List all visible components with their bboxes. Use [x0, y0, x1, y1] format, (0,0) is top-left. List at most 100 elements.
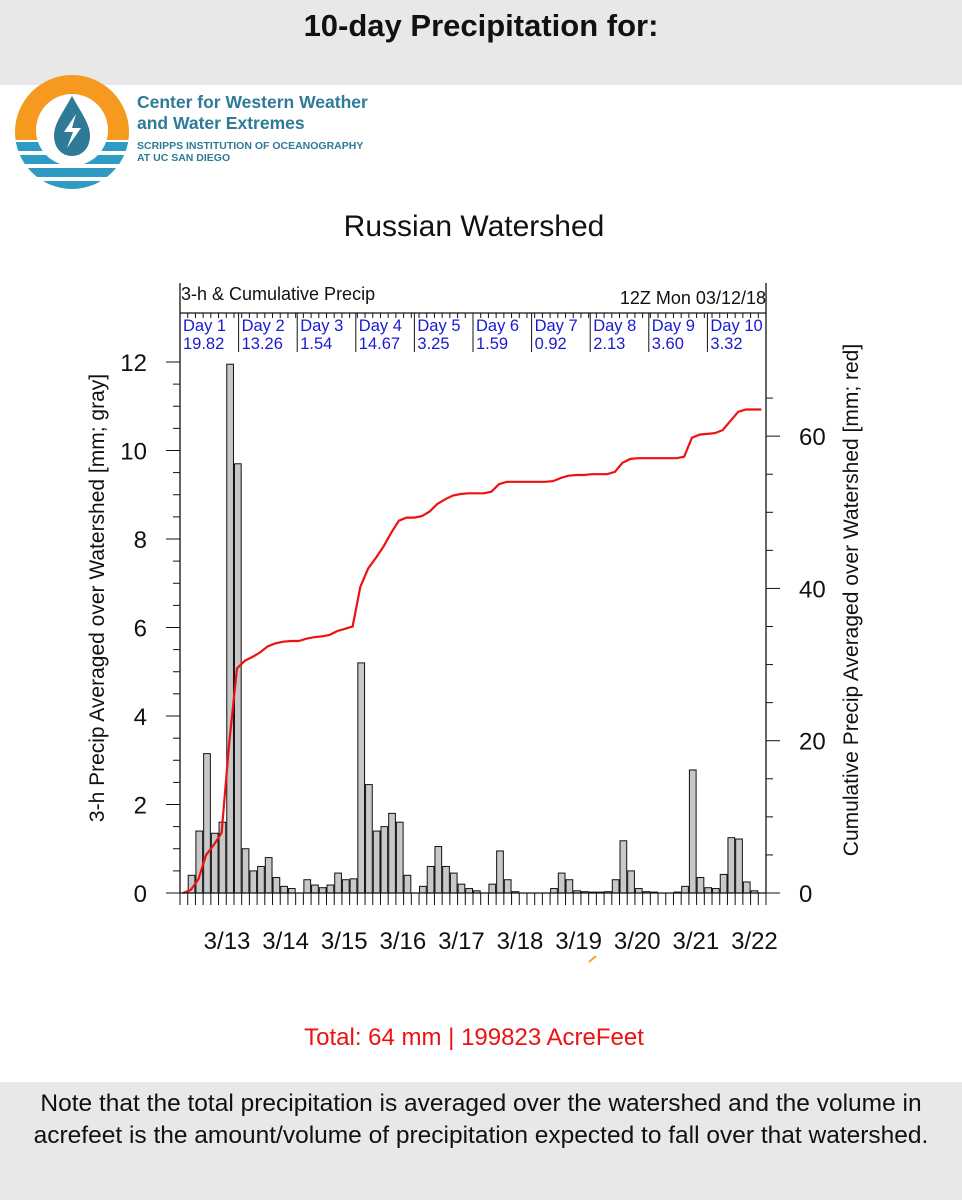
bar-22 — [349, 878, 358, 894]
bar-48 — [550, 888, 558, 894]
bar-70 — [719, 873, 728, 894]
bar-31 — [419, 885, 427, 894]
day-label: Day 5 — [417, 317, 460, 335]
bar-66 — [688, 769, 697, 894]
y2-tick-label: 40 — [799, 576, 826, 603]
bar-72 — [735, 838, 743, 894]
bar-12 — [272, 877, 281, 894]
bar-59 — [634, 888, 643, 894]
bar-26 — [380, 826, 389, 894]
x-tick-label: 3/21 — [672, 928, 719, 955]
bar-68 — [704, 887, 713, 894]
day-value: 19.82 — [183, 335, 224, 353]
logo-affiliation-line1: SCRIPPS INSTITUTION OF OCEANOGRAPHY — [137, 140, 364, 152]
bar-69 — [712, 888, 720, 894]
x-tick-label: 3/19 — [555, 928, 602, 955]
bar-13 — [280, 885, 288, 894]
bar-21 — [341, 879, 350, 894]
bar-57 — [619, 840, 628, 894]
bar-41 — [496, 850, 504, 894]
y-tick-label: 4 — [134, 704, 147, 731]
bar-33 — [434, 846, 443, 894]
x-tick-label: 3/15 — [321, 928, 368, 955]
x-tick-label: 3/17 — [438, 928, 485, 955]
bar-67 — [696, 877, 705, 894]
page-title: 10-day Precipitation for: — [303, 8, 659, 43]
y-tick-labels: 0 2 4 6 8 10 12 0 20 40 60 — [120, 350, 825, 908]
day-label: Day 6 — [476, 317, 519, 335]
day-label: Day 4 — [359, 317, 402, 335]
bar-65 — [681, 885, 689, 894]
footer-note: Note that the total precipitation is ave… — [33, 1090, 929, 1149]
day-label: Day 10 — [710, 317, 762, 335]
day-label: Day 7 — [535, 317, 578, 335]
bar-14 — [287, 888, 296, 894]
day-value: 1.59 — [476, 335, 508, 353]
day-label: Day 1 — [183, 317, 226, 335]
header-band — [0, 0, 962, 85]
bar-27 — [388, 812, 396, 894]
bar-18 — [318, 887, 327, 894]
bar-16 — [303, 879, 312, 894]
bar-56 — [611, 879, 620, 894]
day-value: 3.60 — [652, 335, 684, 353]
logo-bolt — [64, 114, 81, 148]
bar-35 — [449, 872, 458, 894]
bar-34 — [442, 865, 450, 894]
bar-50 — [565, 879, 574, 894]
logo-wave-4 — [15, 181, 129, 189]
stray-mark — [588, 955, 597, 963]
chart-axes — [166, 283, 780, 905]
bar-9 — [249, 870, 258, 894]
bar-32 — [426, 865, 435, 894]
bar-73 — [742, 881, 751, 894]
day-value: 1.54 — [300, 335, 332, 353]
chart-title: Russian Watershed — [344, 210, 605, 243]
bar-8 — [241, 848, 250, 894]
bar-29 — [403, 874, 412, 894]
chart-subtitle-left: 3-h & Cumulative Precip — [181, 284, 375, 304]
bar-36 — [457, 883, 466, 894]
y-tick-label: 12 — [120, 350, 147, 377]
cumulative-line — [182, 408, 762, 895]
bar-49 — [557, 872, 566, 894]
x-tick-label: 3/20 — [614, 928, 661, 955]
day-value: 3.32 — [710, 335, 742, 353]
day-label: Day 8 — [593, 317, 636, 335]
x-tick-labels: 3/13 3/14 3/15 3/16 3/17 3/18 3/19 3/20 3/21 3/22 — [204, 928, 778, 955]
bar-71 — [727, 837, 736, 894]
footer-band — [0, 1082, 962, 1200]
day-label: Day 9 — [652, 317, 695, 335]
bar-40 — [488, 883, 497, 894]
logo-wave-3 — [15, 168, 129, 177]
y-tick-label: 6 — [134, 616, 147, 643]
chart-y2-axis-label: Cumulative Precip Averaged over Watershe… — [840, 344, 863, 856]
y-tick-label: 0 — [134, 881, 147, 908]
bar-19 — [326, 884, 335, 894]
day-label: Day 2 — [242, 317, 285, 335]
cumulative-series — [182, 408, 762, 895]
y-tick-label: 2 — [134, 793, 147, 820]
day-value: 14.67 — [359, 335, 400, 353]
logo-name-line2: and Water Extremes — [137, 113, 305, 133]
day-totals: Day 119.82 Day 213.26 Day 31.54 Day 414.67 D… — [183, 313, 763, 353]
day-value: 2.13 — [593, 335, 625, 353]
x-tick-label: 3/22 — [731, 928, 778, 955]
day-value: 3.25 — [417, 335, 449, 353]
bar-58 — [627, 870, 635, 894]
bar-3 — [203, 753, 211, 894]
bar-25 — [372, 830, 381, 894]
bar-series — [187, 363, 759, 894]
precip-chart: Russian Watershed 3-h & Cumulative Preci… — [86, 210, 863, 1051]
bar-37 — [465, 888, 473, 894]
bar-20 — [334, 872, 342, 894]
logo-affiliation-line2: AT UC SAN DIEGO — [137, 152, 231, 164]
day-value: 13.26 — [242, 335, 283, 353]
x-tick-label: 3/16 — [379, 928, 426, 955]
bar-10 — [257, 865, 265, 894]
bar-28 — [395, 821, 404, 894]
chart-subtitle-right: 12Z Mon 03/12/18 — [620, 288, 766, 308]
chart-y-axis-label: 3-h Precip Averaged over Watershed [mm; … — [86, 374, 109, 822]
y2-tick-label: 0 — [799, 881, 812, 908]
y2-tick-label: 20 — [799, 729, 826, 756]
